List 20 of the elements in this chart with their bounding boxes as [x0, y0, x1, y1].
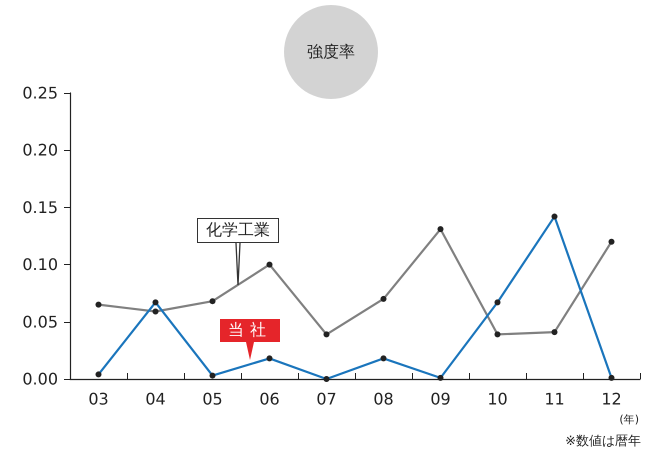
text: ※数値は暦年 [565, 433, 641, 450]
x-tick-label: 04 [145, 390, 166, 408]
y-tick-label: 0.20 [22, 140, 58, 160]
series-label: 化学工業 [197, 218, 280, 243]
y-tick-label: 0.15 [22, 198, 58, 217]
x-tick-label: 03 [88, 390, 109, 408]
x-tick-label: 09 [430, 390, 451, 408]
y-tick-label: 0.05 [22, 312, 58, 332]
x-tick-label: 11 [544, 390, 565, 408]
y-tick-label: 0.25 [22, 84, 58, 102]
series-label: 当社 [220, 319, 280, 342]
y-tick-label: 0.10 [22, 255, 58, 274]
x-tick-label: 06 [259, 390, 280, 408]
y-tick-label: 0.00 [22, 370, 58, 388]
x-tick-label: 10 [487, 390, 508, 408]
x-tick-label: 12 [601, 390, 622, 408]
x-tick-label: 08 [373, 390, 394, 408]
x-tick-label: 07 [316, 390, 337, 408]
x-axis-title: (年) [619, 412, 639, 427]
x-tick-label: 05 [202, 390, 223, 408]
